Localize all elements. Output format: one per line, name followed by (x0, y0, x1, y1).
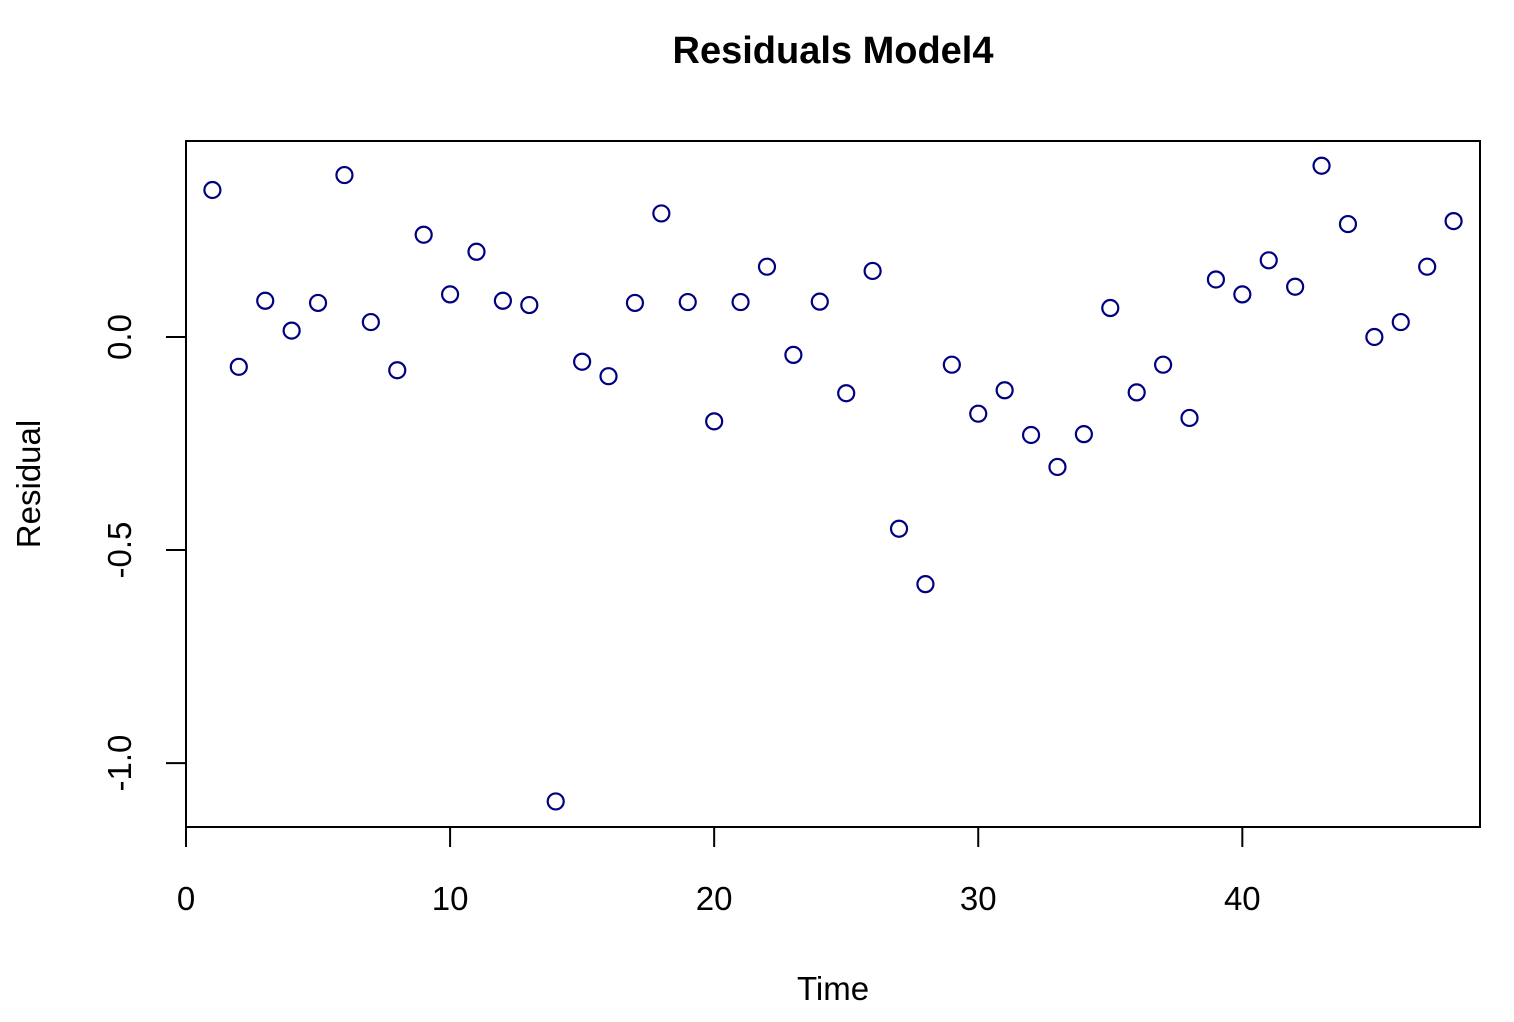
data-point (414, 225, 433, 244)
data-point (282, 321, 301, 340)
data-point (1391, 312, 1410, 332)
data-point (1180, 408, 1199, 428)
data-point (1127, 383, 1146, 402)
data-point (705, 412, 724, 431)
data-point (969, 404, 988, 423)
data-point (916, 575, 935, 594)
data-point (731, 292, 750, 312)
y-tick-label: -0.5 (101, 522, 138, 579)
data-point (863, 261, 882, 281)
data-point (1286, 277, 1305, 296)
data-point (757, 257, 777, 276)
x-axis: 0 10 20 30 40 (177, 826, 1261, 917)
data-point (1418, 257, 1437, 276)
data-point (546, 792, 565, 811)
data-point (520, 295, 539, 315)
data-point (837, 384, 856, 403)
data-point (203, 180, 222, 200)
data-point (995, 381, 1014, 400)
data-point (1444, 212, 1463, 231)
data-point (1074, 425, 1093, 444)
data-points (203, 156, 1463, 811)
x-axis-label: Time (797, 970, 869, 1007)
x-tick-label: 30 (960, 880, 997, 917)
data-point (335, 165, 354, 185)
data-point (1312, 156, 1331, 175)
data-point (1101, 298, 1120, 318)
data-point (1021, 425, 1041, 445)
data-point (652, 204, 671, 223)
data-point (467, 242, 486, 261)
data-point (599, 367, 618, 386)
data-point (493, 291, 512, 310)
y-axis: 0.0 -0.5 -1.0 (101, 314, 187, 792)
x-tick-label: 40 (1224, 880, 1261, 917)
data-point (308, 293, 328, 313)
data-point (256, 291, 275, 310)
data-point (1233, 285, 1252, 304)
data-point (942, 355, 961, 374)
x-tick-label: 10 (432, 880, 469, 917)
x-tick-label: 0 (177, 880, 195, 917)
data-point (1206, 270, 1226, 289)
data-point (784, 345, 803, 364)
data-point (388, 361, 407, 380)
data-point (573, 352, 592, 371)
y-axis-label: Residual (10, 420, 47, 548)
chart-title: Residuals Model4 (673, 30, 994, 72)
data-point (1154, 355, 1173, 374)
x-tick-label: 20 (696, 880, 733, 917)
y-tick-label: -1.0 (101, 735, 138, 792)
data-point (678, 292, 697, 312)
data-point (1259, 251, 1278, 270)
data-point (1365, 327, 1384, 347)
data-point (625, 293, 645, 313)
data-point (440, 285, 460, 304)
data-point (229, 357, 248, 376)
data-point (361, 312, 380, 332)
data-point (810, 292, 829, 311)
data-point (1048, 457, 1067, 477)
y-tick-label: 0.0 (101, 314, 138, 360)
data-point (889, 519, 909, 538)
data-point (1338, 214, 1358, 234)
plot-frame (185, 140, 1481, 828)
